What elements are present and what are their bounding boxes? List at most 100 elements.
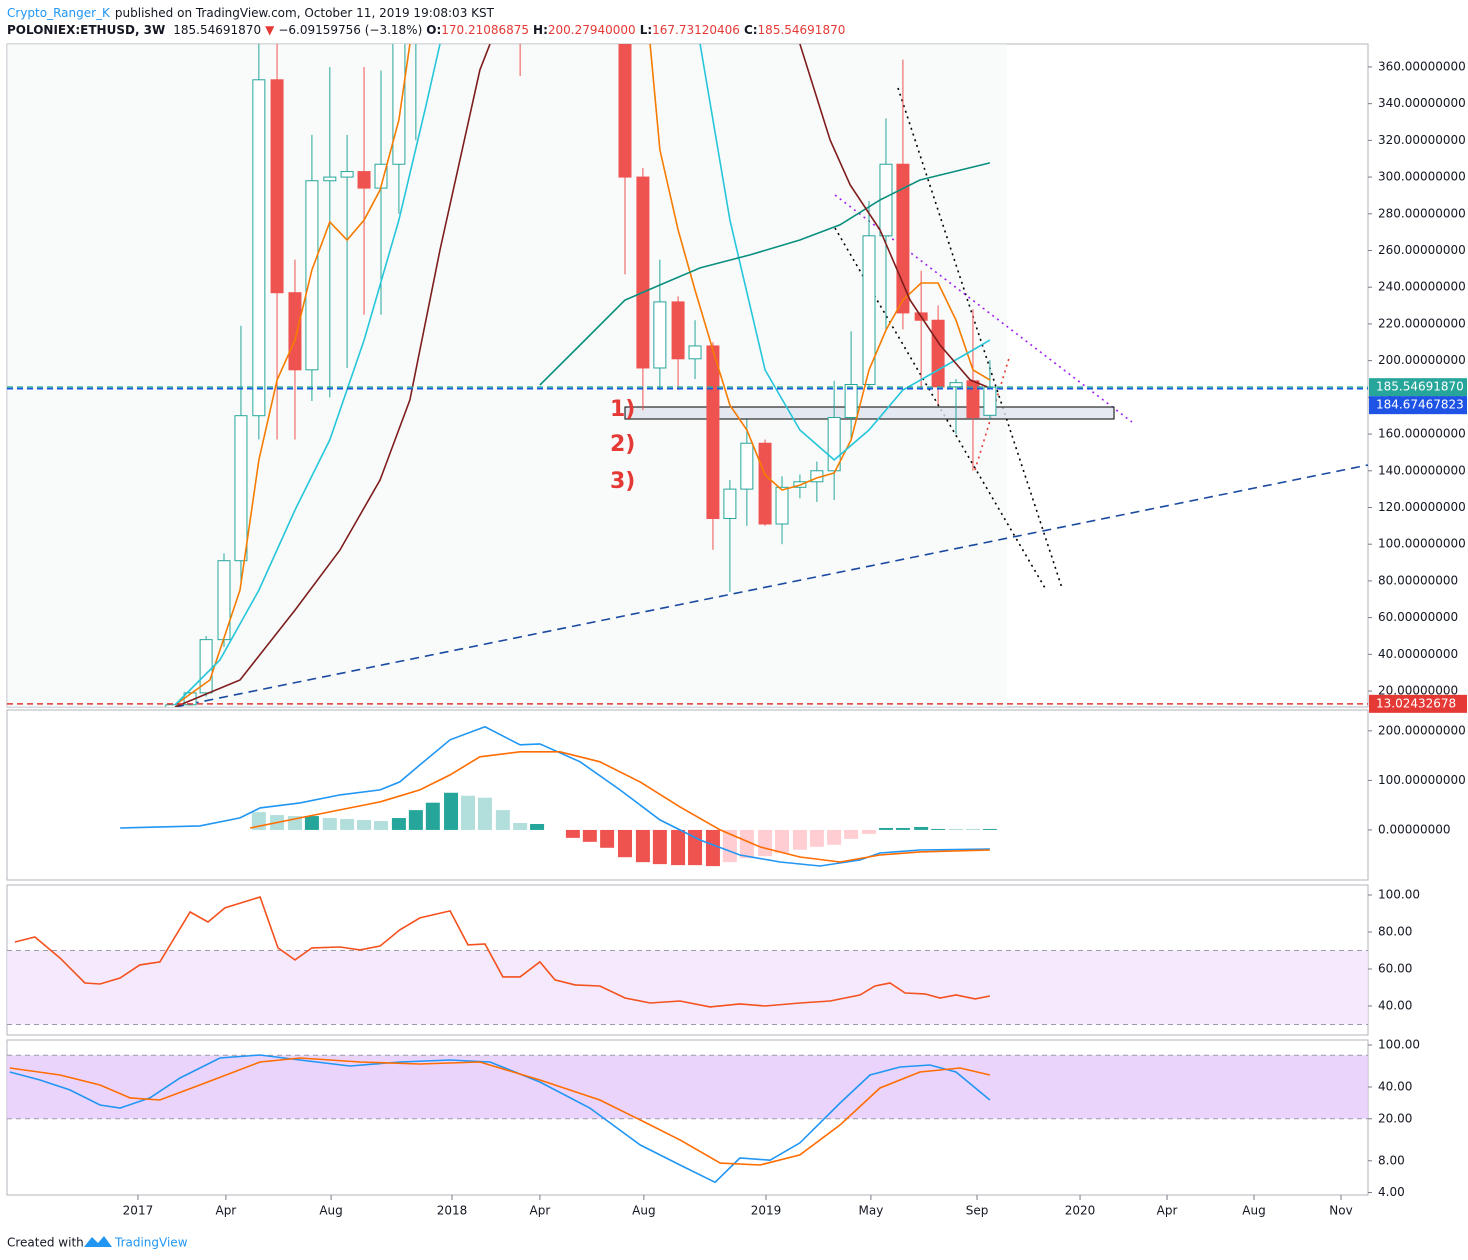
histogram-bar: [495, 810, 510, 830]
change: −6.09159756 (−3.18%): [278, 23, 422, 37]
candle-body: [288, 292, 302, 371]
y-tick-label: 300.00000000: [1378, 170, 1466, 184]
price-label: 185.54691870: [1376, 380, 1464, 394]
x-tick-label: Aug: [632, 1204, 655, 1218]
histogram-bar: [408, 810, 423, 830]
y-tick-label: 100.00000000: [1378, 773, 1466, 787]
price-label-bg: [1369, 396, 1467, 415]
candle-body: [323, 176, 337, 182]
indicator-line: [9, 1057, 991, 1166]
open-value: 170.21086875: [441, 23, 529, 37]
histogram-bar: [862, 829, 877, 834]
candle-body: [653, 301, 667, 369]
low-label: L:: [640, 23, 652, 37]
close-label: C:: [744, 23, 758, 37]
y-tick-label: 60.00: [1378, 961, 1412, 975]
histogram-bar: [965, 828, 980, 830]
y-tick-label: 280.00000000: [1378, 206, 1466, 220]
candle-body: [931, 319, 945, 388]
x-tick-label: 2019: [751, 1204, 782, 1218]
y-tick-label: 220.00000000: [1378, 316, 1466, 330]
y-tick-label: 260.00000000: [1378, 243, 1466, 257]
y-tick-label: 4.00: [1378, 1185, 1405, 1199]
indicator-line: [174, 44, 491, 707]
price-label-bg: [1369, 694, 1467, 713]
candle-body: [844, 383, 858, 419]
symbol-line: POLONIEX:ETHUSD, 3W 185.54691870 ▼ −6.09159…: [7, 23, 845, 37]
price-label: 13.02432678: [1376, 696, 1456, 710]
candle-body: [688, 345, 702, 360]
y-tick-label: 80.00: [1378, 924, 1412, 938]
indicator-line: [539, 162, 991, 386]
y-tick-label: 100.00: [1378, 887, 1420, 901]
x-tick-label: Apr: [215, 1204, 236, 1218]
histogram-bar: [982, 828, 997, 830]
candle-body: [671, 301, 685, 360]
histogram-bar: [739, 829, 754, 859]
band: [7, 950, 1368, 1025]
y-tick-label: 100.00000000: [1378, 537, 1466, 551]
histogram-bar: [809, 829, 824, 847]
histogram-bar: [758, 829, 773, 857]
y-tick-label: 360.00000000: [1378, 59, 1466, 73]
histogram-bar: [565, 829, 580, 838]
indicator-line: [799, 44, 991, 389]
x-tick-label: Aug: [319, 1204, 342, 1218]
histogram-bar: [357, 820, 372, 830]
histogram-bar: [618, 829, 633, 858]
histogram-bar: [878, 827, 893, 830]
histogram-bar: [671, 829, 686, 866]
histogram-bar: [444, 792, 459, 830]
symbol: POLONIEX:ETHUSD, 3W: [7, 23, 165, 37]
axes: 20.00000000 40.00000000 60.00000000 80.0000…: [123, 59, 1467, 1218]
x-tick-label: May: [858, 1204, 883, 1218]
x-tick-label: 2017: [123, 1204, 154, 1218]
histogram-bar: [600, 829, 615, 848]
brand-logo: [84, 1236, 112, 1247]
trend-line: [834, 194, 1133, 423]
y-tick-label: 20.00000000: [1378, 684, 1458, 698]
author[interactable]: Crypto_Ranger_K: [7, 6, 111, 20]
indicator-line: [699, 44, 991, 461]
histogram-bar: [722, 829, 737, 863]
histogram-bar: [775, 829, 790, 853]
annotation: 2): [610, 432, 635, 457]
price-pane: 1) 2) 3): [7, 44, 1368, 707]
created-with: Created with: [7, 1236, 84, 1250]
rsi-pane: [7, 896, 1368, 1025]
histogram-bar: [460, 795, 475, 830]
trend-line: [897, 87, 1063, 589]
stoch-pane: [7, 1054, 1368, 1184]
histogram-bar: [635, 829, 650, 863]
candle-body: [775, 486, 789, 525]
indicator-line: [174, 44, 441, 706]
histogram-bar: [792, 829, 807, 850]
candle-body: [357, 171, 371, 189]
histogram-bar: [895, 827, 910, 830]
histogram-bar: [513, 823, 528, 830]
histogram-bar: [652, 829, 667, 865]
histogram-bar: [391, 818, 406, 830]
x-tick-label: Apr: [1157, 1204, 1178, 1218]
x-tick-label: 2018: [437, 1204, 468, 1218]
y-tick-label: 200.00000000: [1378, 353, 1466, 367]
candle-body: [165, 704, 179, 707]
high-label: H:: [533, 23, 548, 37]
candle-body: [199, 639, 213, 694]
x-tick-label: Sep: [966, 1204, 989, 1218]
published: published on TradingView.com, October 11…: [115, 6, 495, 20]
indicator-line: [14, 896, 991, 1008]
histogram-bar: [304, 816, 319, 830]
y-tick-label: 0.00000000: [1378, 822, 1451, 836]
y-tick-label: 8.00: [1378, 1153, 1405, 1167]
x-tick-label: Nov: [1329, 1204, 1352, 1218]
candle-body: [270, 79, 284, 294]
candle-body: [740, 442, 754, 490]
trend-line: [174, 464, 1368, 707]
annotation: 3): [610, 469, 635, 494]
candle-body: [723, 488, 737, 519]
y-tick-label: 120.00000000: [1378, 500, 1466, 514]
brand[interactable]: TradingView: [114, 1236, 188, 1250]
candle-body: [340, 171, 354, 178]
open-label: O:: [426, 23, 441, 37]
